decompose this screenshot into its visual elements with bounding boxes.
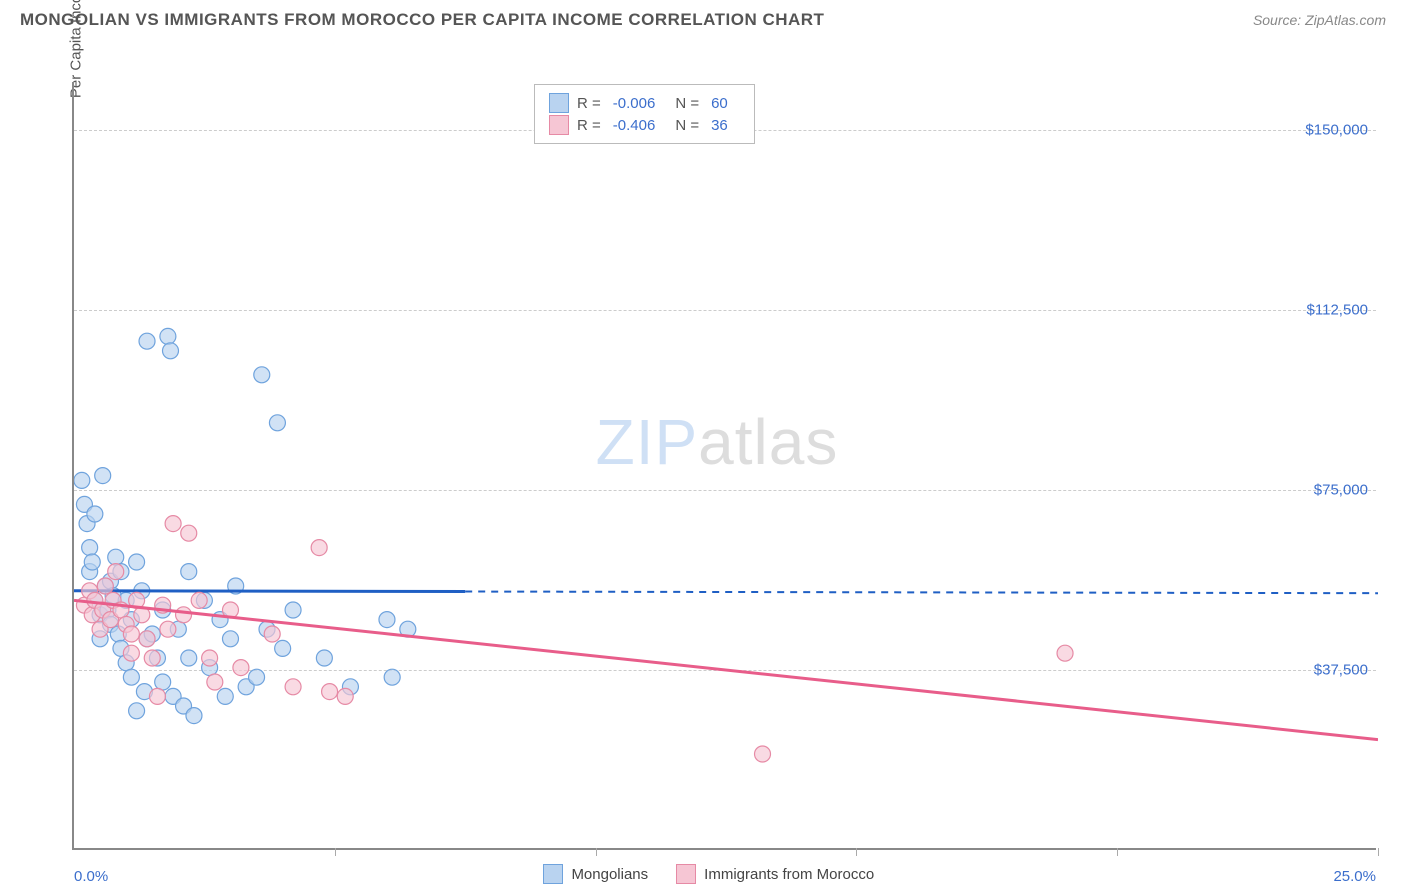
- r-value: -0.006: [613, 95, 656, 112]
- legend-item-mongolians: Mongolians: [543, 864, 648, 884]
- swatch-morocco: [549, 115, 569, 135]
- data-point-morocco: [207, 674, 223, 690]
- swatch-mongolians: [549, 93, 569, 113]
- scatter-svg: [74, 82, 1378, 850]
- legend-stats-row-mongolians: R = -0.006 N = 60: [549, 93, 740, 113]
- data-point-morocco: [285, 679, 301, 695]
- data-point-morocco: [202, 650, 218, 666]
- data-point-morocco: [144, 650, 160, 666]
- r-label: R =: [577, 95, 601, 112]
- data-point-mongolians: [160, 328, 176, 344]
- data-point-mongolians: [249, 669, 265, 685]
- data-point-mongolians: [139, 333, 155, 349]
- data-point-morocco: [149, 688, 165, 704]
- x-tick: [1378, 848, 1379, 856]
- data-point-morocco: [160, 621, 176, 637]
- trendline-mongolians-dashed: [465, 592, 1378, 594]
- data-point-morocco: [176, 607, 192, 623]
- data-point-morocco: [322, 684, 338, 700]
- plot-area: $37,500$75,000$112,500$150,0000.0%25.0%Z…: [72, 82, 1376, 850]
- data-point-morocco: [123, 645, 139, 661]
- data-point-mongolians: [155, 674, 171, 690]
- data-point-mongolians: [384, 669, 400, 685]
- data-point-morocco: [311, 540, 327, 556]
- data-point-morocco: [191, 592, 207, 608]
- data-point-morocco: [108, 564, 124, 580]
- trendline-morocco: [74, 600, 1378, 739]
- swatch-mongolians: [543, 864, 563, 884]
- legend-stats-row-morocco: R = -0.406 N = 36: [549, 115, 740, 135]
- data-point-mongolians: [129, 554, 145, 570]
- n-label: N =: [675, 117, 699, 134]
- source-label: Source: ZipAtlas.com: [1253, 12, 1386, 28]
- legend-label: Mongolians: [571, 866, 648, 883]
- data-point-mongolians: [285, 602, 301, 618]
- data-point-morocco: [233, 660, 249, 676]
- data-point-morocco: [97, 578, 113, 594]
- data-point-mongolians: [269, 415, 285, 431]
- data-point-morocco: [123, 626, 139, 642]
- data-point-mongolians: [129, 703, 145, 719]
- data-point-morocco: [1057, 645, 1073, 661]
- legend-stats: R = -0.006 N = 60 R = -0.406 N = 36: [534, 84, 755, 144]
- data-point-mongolians: [123, 669, 139, 685]
- data-point-mongolians: [217, 688, 233, 704]
- data-point-mongolians: [222, 631, 238, 647]
- legend-series: Mongolians Immigrants from Morocco: [543, 864, 874, 884]
- data-point-mongolians: [181, 650, 197, 666]
- data-point-mongolians: [82, 540, 98, 556]
- data-point-morocco: [755, 746, 771, 762]
- data-point-mongolians: [254, 367, 270, 383]
- data-point-morocco: [181, 525, 197, 541]
- data-point-mongolians: [87, 506, 103, 522]
- data-point-mongolians: [316, 650, 332, 666]
- r-label: R =: [577, 117, 601, 134]
- data-point-mongolians: [74, 472, 90, 488]
- data-point-morocco: [139, 631, 155, 647]
- data-point-mongolians: [275, 640, 291, 656]
- n-value: 36: [711, 117, 728, 134]
- trendline-mongolians: [74, 591, 465, 592]
- chart-title: MONGOLIAN VS IMMIGRANTS FROM MOROCCO PER…: [20, 10, 824, 30]
- data-point-mongolians: [162, 343, 178, 359]
- legend-item-morocco: Immigrants from Morocco: [676, 864, 874, 884]
- data-point-mongolians: [108, 549, 124, 565]
- x-axis-min-label: 0.0%: [74, 868, 108, 885]
- data-point-mongolians: [186, 708, 202, 724]
- data-point-morocco: [165, 516, 181, 532]
- r-value: -0.406: [613, 117, 656, 134]
- legend-label: Immigrants from Morocco: [704, 866, 874, 883]
- data-point-mongolians: [379, 612, 395, 628]
- n-label: N =: [675, 95, 699, 112]
- n-value: 60: [711, 95, 728, 112]
- data-point-mongolians: [84, 554, 100, 570]
- data-point-mongolians: [95, 468, 111, 484]
- data-point-morocco: [264, 626, 280, 642]
- data-point-mongolians: [181, 564, 197, 580]
- data-point-morocco: [337, 688, 353, 704]
- x-axis-max-label: 25.0%: [1333, 868, 1376, 885]
- swatch-morocco: [676, 864, 696, 884]
